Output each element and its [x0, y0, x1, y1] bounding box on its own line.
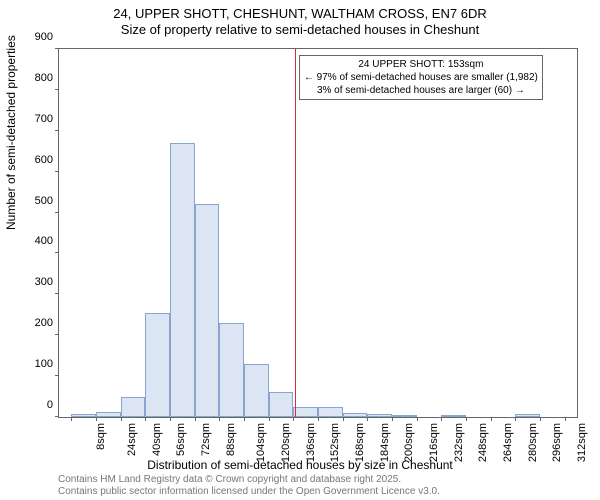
histogram-bar [293, 407, 318, 417]
x-tick-mark [145, 417, 146, 421]
y-tick-mark [55, 252, 59, 253]
y-tick-label: 400 [35, 235, 53, 247]
x-tick-label: 40sqm [151, 423, 163, 456]
histogram-bar [121, 397, 146, 417]
x-tick-mark [367, 417, 368, 421]
histogram-bar [195, 204, 220, 417]
y-tick-label: 600 [35, 154, 53, 166]
histogram-bar [244, 364, 269, 417]
x-axis-label: Distribution of semi-detached houses by … [0, 458, 600, 472]
y-tick-mark [55, 89, 59, 90]
histogram-bar [392, 415, 417, 417]
y-tick-mark [55, 416, 59, 417]
y-tick-mark [55, 212, 59, 213]
x-tick-label: 8sqm [95, 423, 107, 450]
y-tick-label: 500 [35, 195, 53, 207]
y-tick-mark [55, 293, 59, 294]
x-tick-label: 312sqm [576, 423, 588, 462]
x-tick-label: 184sqm [379, 423, 391, 462]
x-tick-label: 168sqm [354, 423, 366, 462]
y-tick-mark [55, 171, 59, 172]
x-tick-mark [540, 417, 541, 421]
x-tick-mark [466, 417, 467, 421]
histogram-bar [318, 407, 343, 417]
x-tick-mark [293, 417, 294, 421]
x-tick-mark [96, 417, 97, 421]
x-tick-label: 200sqm [403, 423, 415, 462]
y-tick-mark [55, 334, 59, 335]
x-tick-label: 152sqm [329, 423, 341, 462]
title-main: 24, UPPER SHOTT, CHESHUNT, WALTHAM CROSS… [0, 0, 600, 21]
x-tick-mark [515, 417, 516, 421]
x-tick-label: 296sqm [551, 423, 563, 462]
x-tick-mark [318, 417, 319, 421]
histogram-bar [515, 414, 540, 417]
plot-area: 24 UPPER SHOTT: 153sqm ← 97% of semi-det… [58, 48, 578, 418]
y-tick-mark [55, 375, 59, 376]
histogram-bar [170, 143, 195, 417]
x-tick-label: 232sqm [453, 423, 465, 462]
x-tick-label: 120sqm [280, 423, 292, 462]
x-tick-label: 280sqm [527, 423, 539, 462]
y-tick-label: 200 [35, 317, 53, 329]
histogram-bar [71, 414, 96, 417]
x-tick-label: 24sqm [126, 423, 138, 456]
histogram-bar [219, 323, 244, 417]
footer-line1: Contains HM Land Registry data © Crown c… [58, 474, 440, 486]
annotation-line2: ← 97% of semi-detached houses are smalle… [304, 71, 538, 84]
x-tick-label: 72sqm [200, 423, 212, 456]
x-tick-mark [121, 417, 122, 421]
y-axis-label: Number of semi-detached properties [4, 35, 18, 230]
y-tick-label: 700 [35, 113, 53, 125]
x-tick-label: 248sqm [477, 423, 489, 462]
y-tick-label: 900 [35, 31, 53, 43]
x-tick-label: 216sqm [428, 423, 440, 462]
x-tick-mark [343, 417, 344, 421]
title-sub: Size of property relative to semi-detach… [0, 21, 600, 37]
annotation-line1: 24 UPPER SHOTT: 153sqm [304, 58, 538, 71]
x-tick-label: 88sqm [225, 423, 237, 456]
x-tick-label: 136sqm [305, 423, 317, 462]
x-tick-label: 104sqm [255, 423, 267, 462]
y-tick-mark [55, 48, 59, 49]
x-tick-label: 264sqm [502, 423, 514, 462]
x-tick-mark [71, 417, 72, 421]
histogram-bar [441, 415, 466, 417]
annotation-box: 24 UPPER SHOTT: 153sqm ← 97% of semi-det… [299, 55, 543, 100]
histogram-bar [96, 412, 121, 417]
footer-line2: Contains public sector information licen… [58, 486, 440, 498]
footer-text: Contains HM Land Registry data © Crown c… [58, 474, 440, 498]
x-tick-mark [491, 417, 492, 421]
y-tick-mark [55, 130, 59, 131]
x-tick-mark [269, 417, 270, 421]
x-tick-mark [441, 417, 442, 421]
x-tick-mark [195, 417, 196, 421]
y-tick-label: 0 [47, 399, 53, 411]
x-tick-mark [565, 417, 566, 421]
y-tick-label: 300 [35, 276, 53, 288]
x-tick-mark [417, 417, 418, 421]
annotation-line3: 3% of semi-detached houses are larger (6… [304, 84, 538, 97]
histogram-bar [269, 392, 294, 417]
histogram-bar [343, 413, 368, 417]
y-tick-label: 800 [35, 72, 53, 84]
x-tick-mark [392, 417, 393, 421]
histogram-bar [145, 313, 170, 417]
x-tick-mark [244, 417, 245, 421]
x-tick-mark [219, 417, 220, 421]
reference-line [295, 49, 296, 417]
histogram-bar [367, 414, 392, 417]
chart-container: 24, UPPER SHOTT, CHESHUNT, WALTHAM CROSS… [0, 0, 600, 500]
x-tick-label: 56sqm [175, 423, 187, 456]
x-tick-mark [170, 417, 171, 421]
y-tick-label: 100 [35, 358, 53, 370]
